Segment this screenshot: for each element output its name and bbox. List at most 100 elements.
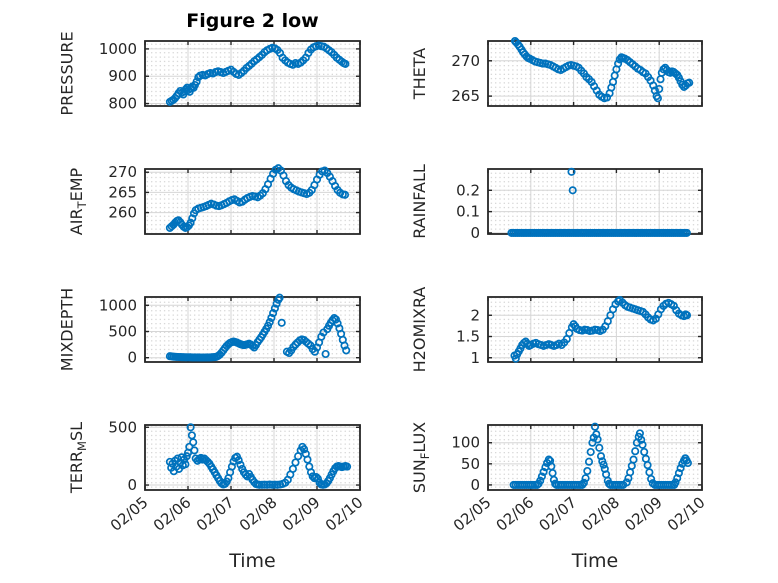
data-point	[270, 304, 279, 313]
tick-marks	[144, 41, 361, 106]
data-point	[568, 186, 577, 195]
plot-box	[144, 296, 361, 363]
data-point	[638, 440, 647, 449]
y-tick-label: 100	[451, 434, 480, 452]
scatter-series	[165, 423, 352, 489]
data-point	[536, 476, 545, 485]
data-point	[341, 59, 350, 68]
scatter-series	[165, 164, 350, 232]
x-tick-label: 02/08	[236, 493, 281, 535]
plot-box	[144, 40, 361, 107]
data-point	[181, 460, 190, 469]
data-point	[655, 84, 664, 94]
data-point	[539, 467, 548, 476]
data-point	[306, 468, 316, 477]
data-point	[267, 313, 276, 322]
y-tick-label: 900	[108, 67, 137, 85]
data-point	[190, 446, 199, 455]
data-point	[590, 422, 600, 431]
data-point	[236, 460, 245, 469]
scatter-series	[165, 41, 350, 106]
y-tick-label: 0	[470, 224, 480, 242]
subplot-rainfall: 0 0.1 0.2 RAINFALL	[410, 164, 703, 242]
subplot-air-temp: 260 265 270 AIRTEMP	[67, 163, 361, 235]
data-point	[666, 68, 675, 77]
data-point	[579, 478, 588, 487]
y-tick-label: 800	[108, 95, 137, 113]
data-point	[331, 315, 340, 324]
data-point	[586, 447, 595, 457]
tick-marks	[487, 41, 703, 106]
plot-box	[487, 40, 703, 107]
data-point	[567, 167, 576, 176]
x-tick-label: 02/10	[664, 493, 709, 535]
y-axis-label: TERRMSL	[67, 422, 89, 494]
major-grid	[488, 41, 702, 106]
y-tick-label: 500	[108, 418, 137, 436]
scatter-series	[510, 295, 692, 363]
data-point	[592, 430, 601, 439]
scatter-series	[509, 422, 692, 489]
x-tick-label: 02/07	[535, 493, 580, 535]
data-point	[648, 479, 657, 488]
data-point	[186, 423, 195, 432]
data-point	[631, 447, 640, 456]
data-point	[683, 458, 692, 468]
x-tick-label: 02/09	[279, 493, 324, 535]
data-point	[321, 349, 330, 359]
y-axis-label: PRESSURE	[58, 31, 77, 115]
subplot-theta: 265 270 THETA	[410, 36, 703, 107]
data-point	[682, 228, 691, 237]
x-tick-label: 02/09	[621, 493, 666, 535]
data-point	[682, 311, 692, 320]
data-point	[647, 474, 656, 484]
y-tick-label: 50	[461, 455, 480, 473]
data-point	[288, 464, 297, 473]
data-point	[340, 341, 349, 350]
data-point	[595, 443, 604, 452]
x-tick-label: 02/07	[193, 493, 238, 535]
y-tick-label: 0	[470, 476, 480, 494]
data-point	[685, 78, 694, 87]
data-point	[596, 452, 606, 461]
subplot-pressure: 800 900 1000 PRESSURE	[58, 31, 361, 116]
data-point	[637, 435, 646, 444]
data-point	[313, 474, 322, 483]
data-point	[300, 445, 309, 454]
data-point	[188, 214, 197, 223]
data-point	[537, 472, 546, 481]
data-point	[581, 474, 590, 483]
figure-title: Figure 2 low	[186, 10, 319, 32]
plot-box	[144, 168, 361, 235]
scatter-series	[507, 167, 691, 237]
y-tick-label: 2	[470, 306, 480, 324]
data-point	[674, 469, 683, 478]
subplot-h2omixra: 1 1.5 2 H2OMIXRA	[410, 287, 703, 372]
data-point	[291, 340, 300, 349]
data-point	[310, 347, 319, 356]
y-tick-label: 1	[470, 349, 480, 367]
y-tick-label: 260	[108, 204, 137, 222]
y-axis-label: AIRTEMP	[67, 167, 89, 235]
x-tick-label: 02/08	[578, 493, 623, 535]
data-point	[192, 77, 201, 86]
data-point	[511, 354, 520, 363]
data-point	[676, 464, 685, 473]
data-point	[317, 332, 326, 341]
y-tick-label: 1000	[99, 296, 137, 314]
y-tick-label: 500	[108, 322, 137, 340]
y-tick-label: 265	[108, 183, 137, 201]
data-point	[189, 438, 198, 447]
data-point	[343, 462, 352, 471]
x-tick-label: 02/06	[150, 493, 195, 535]
tick-marks	[487, 297, 703, 362]
data-point	[248, 341, 257, 350]
y-tick-label: 270	[451, 52, 480, 70]
major-grid	[488, 297, 702, 362]
y-tick-label: 0	[127, 349, 137, 367]
data-point	[622, 478, 631, 487]
scatter-series	[510, 36, 694, 103]
